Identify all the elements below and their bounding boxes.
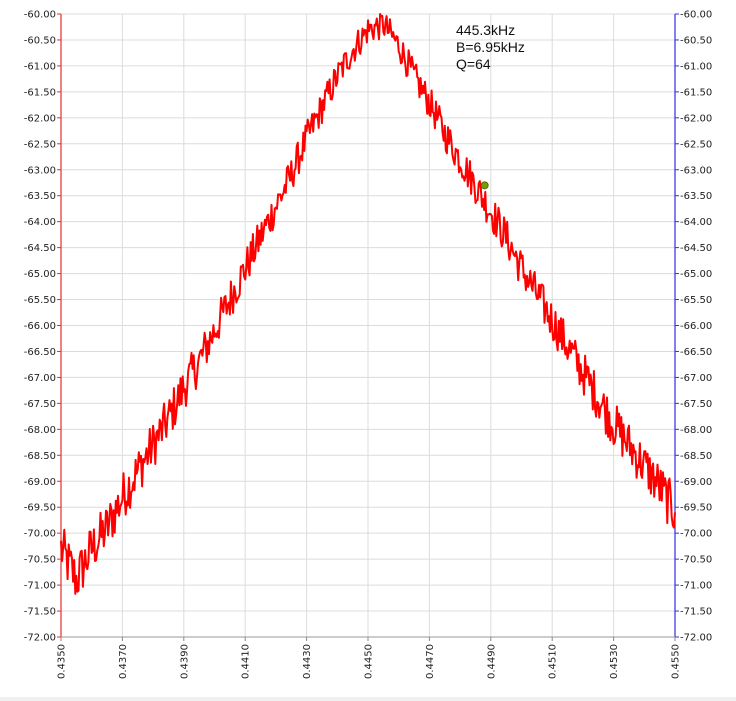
x-tick-label: 0.4530	[609, 644, 620, 679]
y-tick-label-left: -69.00	[24, 477, 56, 488]
y-tick-label-right: -63.50	[680, 191, 712, 202]
y-tick-label-right: -62.00	[680, 113, 712, 124]
y-tick-label-right: -71.00	[680, 581, 712, 592]
y-tick-label-right: -71.50	[680, 607, 712, 618]
y-tick-label-left: -66.00	[24, 321, 56, 332]
y-axis-right-ticks: -60.00 -60.50 -61.00 -61.50 -62.00 -62.50 -63.…	[675, 10, 712, 644]
y-tick-label-right: -70.50	[680, 555, 712, 566]
x-tick-label: 0.4510	[548, 644, 559, 679]
annotation-bandwidth: B=6.95kHz	[456, 39, 525, 55]
y-tick-label-right: -62.50	[680, 139, 712, 150]
annotation-q-factor: Q=64	[456, 56, 491, 72]
y-tick-label-right: -64.00	[680, 217, 712, 228]
y-tick-label-left: -67.00	[24, 373, 56, 384]
y-tick-label-left: -67.50	[24, 399, 56, 410]
y-tick-label-right: -64.50	[680, 243, 712, 254]
y-tick-label-right: -63.00	[680, 165, 712, 176]
series-layer	[60, 13, 676, 595]
y-tick-label-right: -67.50	[680, 399, 712, 410]
grid	[60, 13, 676, 638]
y-tick-label-left: -68.00	[24, 425, 56, 436]
y-tick-label-left: -68.50	[24, 451, 56, 462]
y-tick-label-right: -70.00	[680, 529, 712, 540]
y-tick-label-left: -60.00	[24, 10, 56, 21]
annotation-frequency: 445.3kHz	[456, 22, 516, 38]
y-tick-label-left: -70.00	[24, 529, 56, 540]
y-tick-label-left: -72.00	[24, 633, 56, 644]
y-tick-label-right: -67.00	[680, 373, 712, 384]
x-tick-label: 0.4490	[486, 644, 497, 679]
y-tick-label-right: -60.50	[680, 35, 712, 46]
y-tick-label-right: -65.50	[680, 295, 712, 306]
y-tick-label-left: -63.00	[24, 165, 56, 176]
y-tick-label-left: -64.50	[24, 243, 56, 254]
y-tick-label-left: -60.50	[24, 35, 56, 46]
y-tick-label-right: -61.50	[680, 87, 712, 98]
y-tick-label-left: -66.50	[24, 347, 56, 358]
y-tick-label-right: -65.00	[680, 269, 712, 280]
marker-layer	[480, 181, 489, 190]
marker-point	[480, 181, 489, 190]
x-axis-ticks: 0.4350 0.4370 0.4390 0.4410 0.4430 0.4450 0.44…	[57, 637, 682, 679]
y-tick-label-left: -71.50	[24, 607, 56, 618]
y-tick-label-right: -68.00	[680, 425, 712, 436]
y-tick-label-right: -61.00	[680, 61, 712, 72]
y-tick-label-left: -69.50	[24, 503, 56, 514]
x-tick-label: 0.4390	[179, 644, 190, 679]
y-tick-label-left: -61.00	[24, 61, 56, 72]
y-tick-label-left: -61.50	[24, 87, 56, 98]
series-line	[60, 13, 676, 595]
bottom-border	[0, 697, 736, 701]
y-tick-label-left: -63.50	[24, 191, 56, 202]
y-tick-label-left: -62.00	[24, 113, 56, 124]
x-tick-label: 0.4350	[57, 644, 68, 679]
y-tick-label-left: -62.50	[24, 139, 56, 150]
y-tick-label-right: -60.00	[680, 10, 712, 21]
x-tick-label: 0.4430	[302, 644, 313, 679]
y-tick-label-right: -66.00	[680, 321, 712, 332]
y-tick-label-right: -69.00	[680, 477, 712, 488]
y-tick-label-left: -65.00	[24, 269, 56, 280]
x-tick-label: 0.4410	[241, 644, 252, 679]
x-tick-label: 0.4550	[671, 644, 682, 679]
y-tick-label-left: -70.50	[24, 555, 56, 566]
y-tick-label-right: -72.00	[680, 633, 712, 644]
x-tick-label: 0.4370	[118, 644, 129, 679]
y-tick-label-right: -68.50	[680, 451, 712, 462]
y-axis-left-ticks: -60.00 -60.50 -61.00 -61.50 -62.00 -62.50 -63.…	[24, 10, 61, 644]
x-tick-label: 0.4450	[364, 644, 375, 679]
y-tick-label-left: -65.50	[24, 295, 56, 306]
y-tick-label-left: -71.00	[24, 581, 56, 592]
y-tick-label-right: -69.50	[680, 503, 712, 514]
y-tick-label-right: -66.50	[680, 347, 712, 358]
y-tick-label-left: -64.00	[24, 217, 56, 228]
x-tick-label: 0.4470	[425, 644, 436, 679]
